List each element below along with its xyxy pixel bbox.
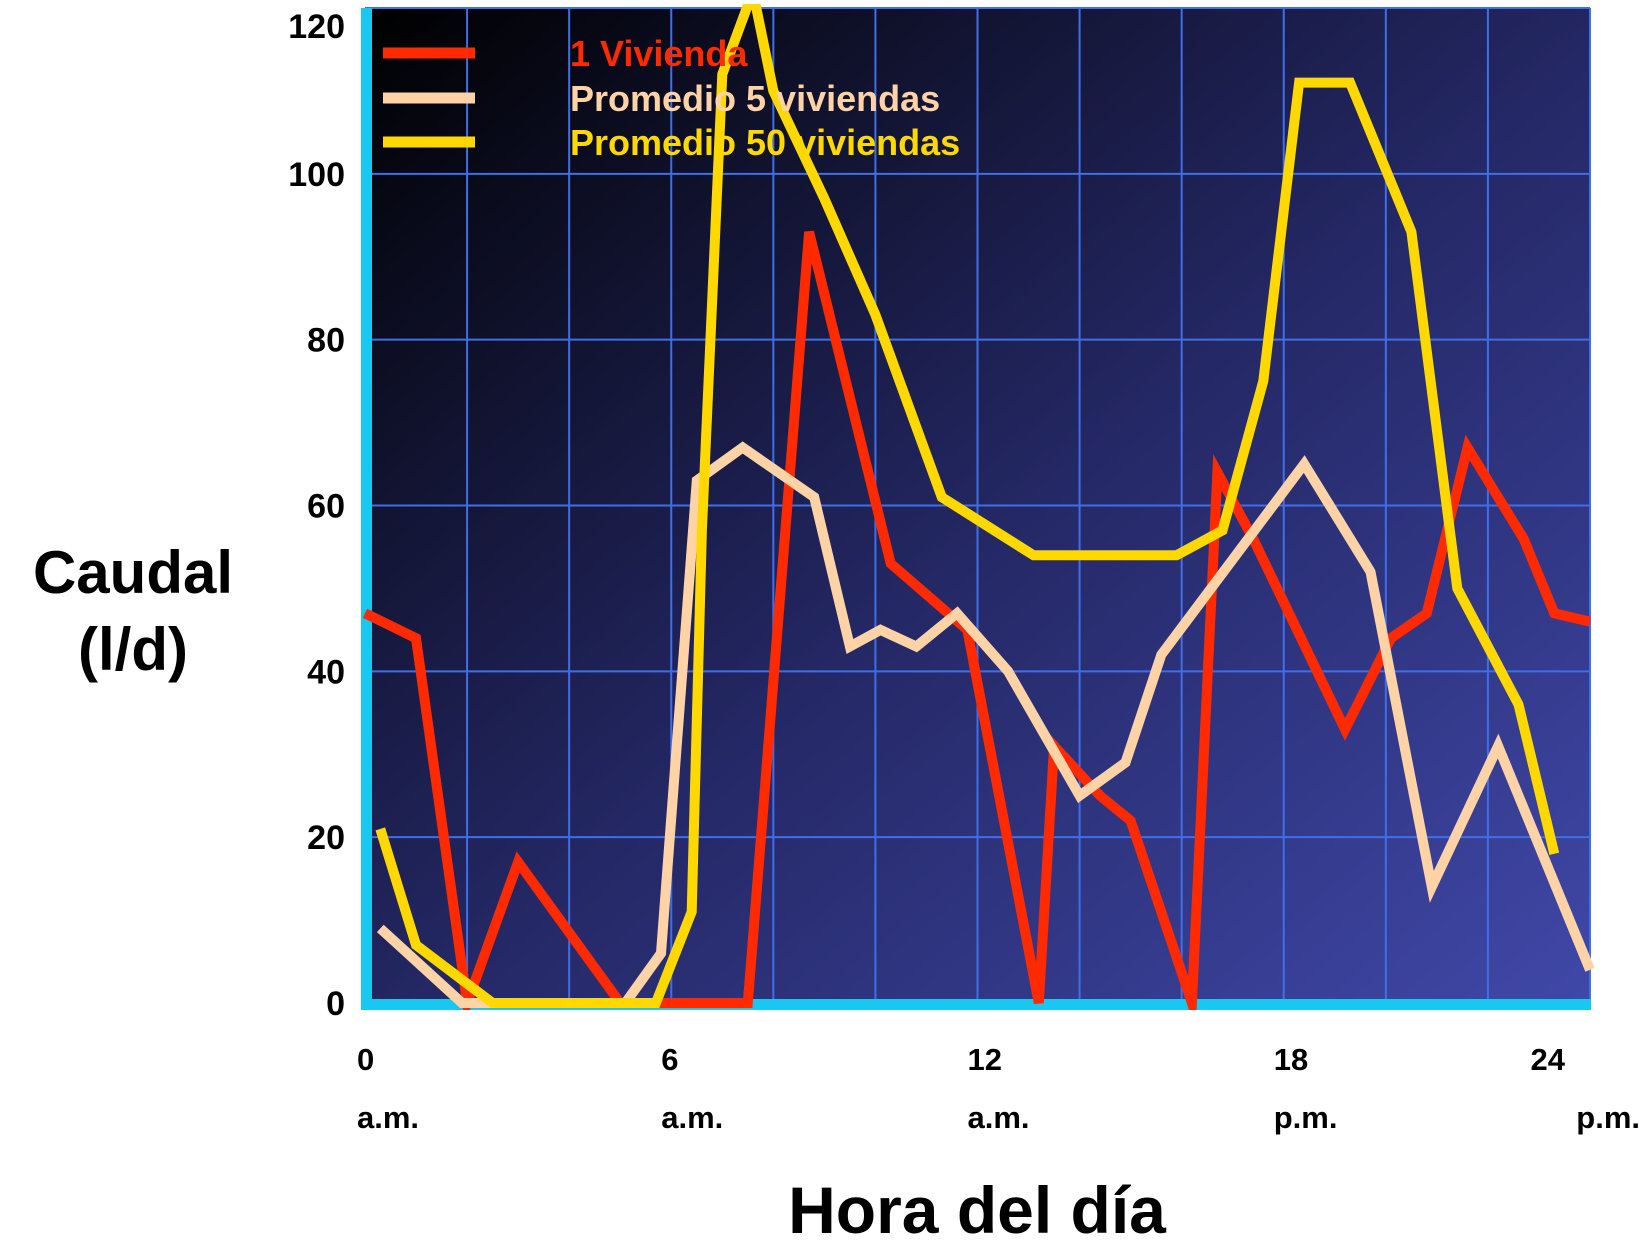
x-tick-label: 18: [1274, 1042, 1308, 1077]
x-tick-label: 0: [357, 1042, 374, 1077]
x-tick-label: 12: [968, 1042, 1002, 1077]
y-tick-label: 120: [288, 8, 345, 46]
y-ticks: 0 20 40 60 80 100 120: [288, 8, 345, 1023]
x-axis-line: [361, 999, 1591, 1010]
legend-label-3: Promedio 50 viviendas: [570, 122, 960, 163]
y-axis-line: [361, 8, 372, 1008]
x-tick-label: 24: [1531, 1042, 1566, 1077]
x-tick-period-label: a.m.: [661, 1100, 723, 1135]
series-line-3: [375, 4, 1560, 1008]
x-tick-period-label: p.m.: [1576, 1100, 1640, 1135]
x-tick-label: 6: [661, 1042, 678, 1077]
y-tick-label: 20: [307, 819, 345, 857]
y-tick-label: 80: [307, 322, 345, 360]
y-axis-title-line2: (l/d): [78, 616, 188, 683]
x-axis-title: Hora del día: [788, 1173, 1167, 1246]
x-ticks: 0 a.m. 6 a.m. 12 a.m. 18 p.m. 24 p.m.: [357, 1042, 1640, 1135]
legend-label-2: Promedio 5 viviendas: [570, 78, 940, 119]
x-tick-period-label: p.m.: [1274, 1100, 1338, 1135]
series-layer: [362, 4, 1595, 1010]
y-tick-label: 40: [307, 653, 345, 691]
y-tick-label: 60: [307, 488, 345, 526]
x-tick-period-label: a.m.: [968, 1100, 1030, 1135]
y-tick-label: 0: [326, 985, 345, 1023]
y-tick-label: 100: [288, 156, 345, 194]
y-axis-title-line1: Caudal: [33, 539, 233, 606]
series-line-2: [376, 441, 1595, 1008]
legend-label-1: 1 Vivienda: [570, 33, 748, 74]
series-line-1: [362, 230, 1592, 1010]
x-tick-period-label: a.m.: [357, 1100, 419, 1135]
